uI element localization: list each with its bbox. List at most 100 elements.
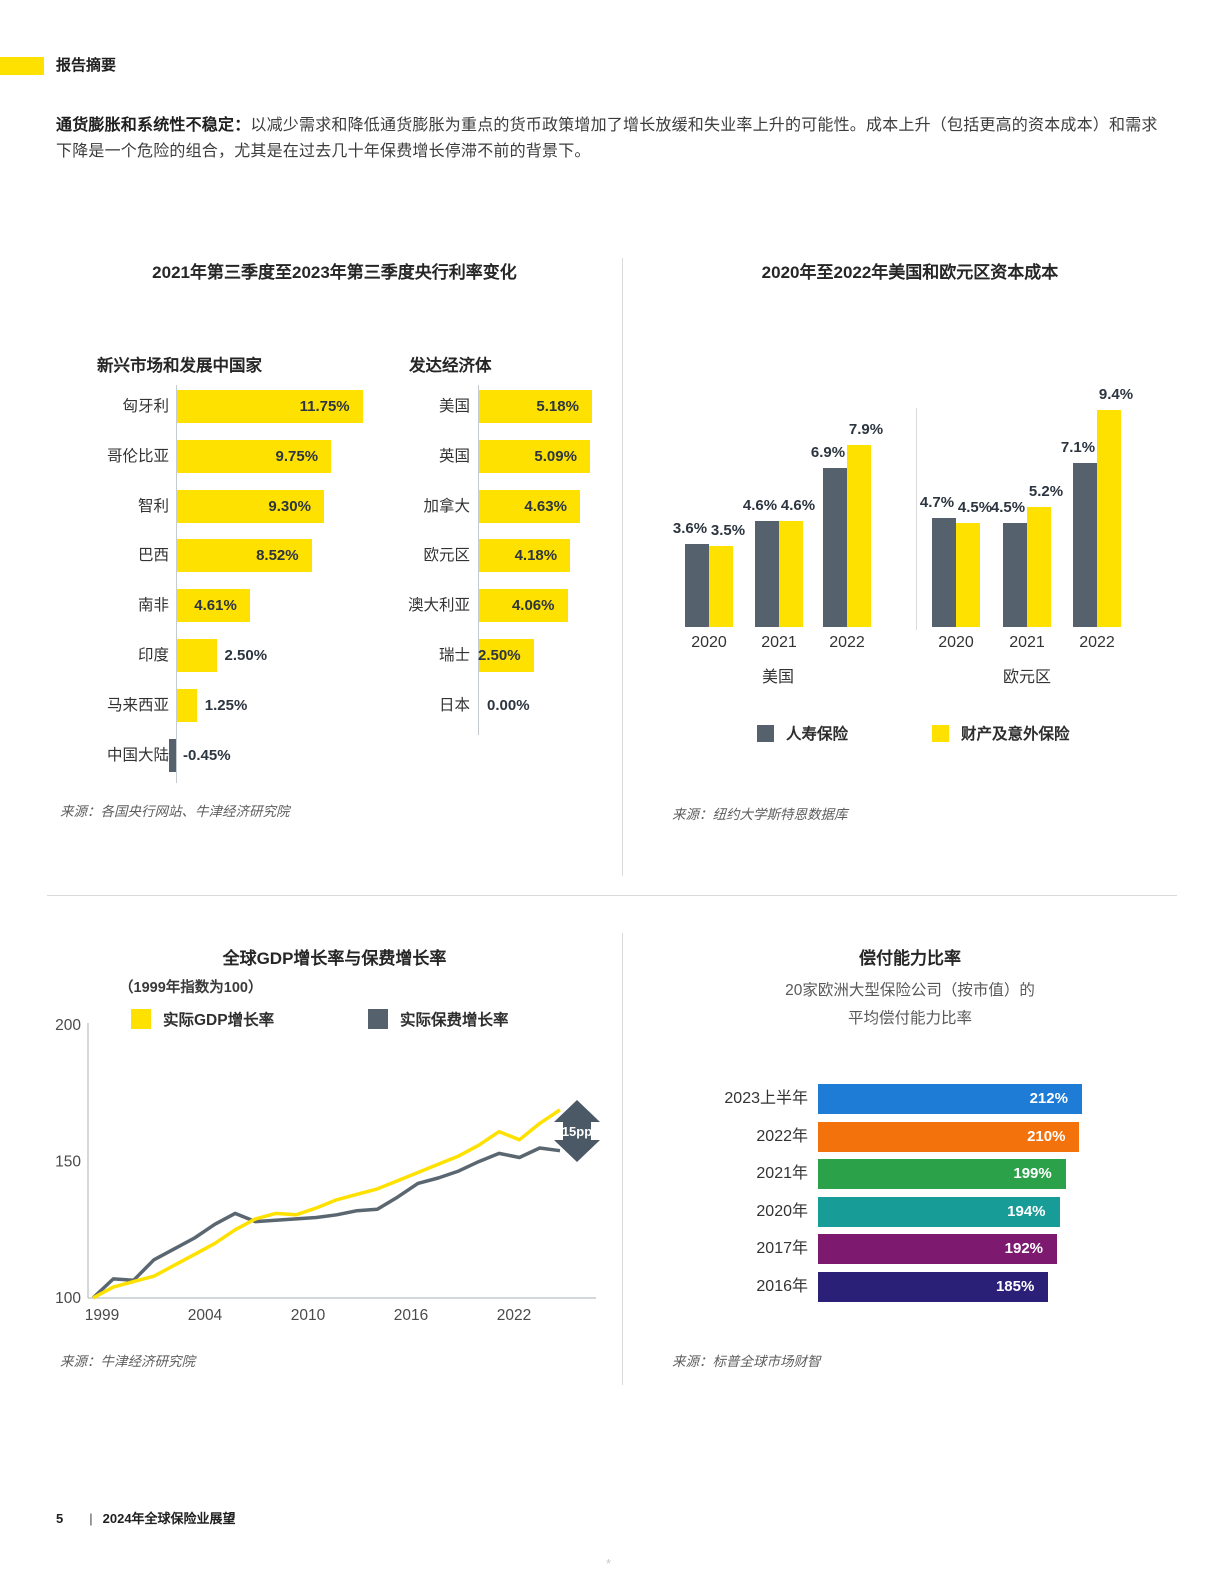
- rate-bar-value: 5.09%: [534, 447, 577, 465]
- solvency-bar: [818, 1121, 1080, 1152]
- chart-subtitle: （1999年指数为100）: [119, 980, 263, 996]
- intro-lead: 通货膨胀和系统性不稳定：: [56, 117, 251, 134]
- rate-bar: [479, 539, 571, 573]
- y-tick-label: 100: [55, 1290, 81, 1307]
- rate-bar-value: 4.06%: [511, 597, 555, 615]
- category-label: 印度: [137, 647, 169, 664]
- divider-vertical-top: [622, 258, 623, 876]
- chart-solvency-ratio: 偿付能力比率 20家欧洲大型保险公司（按市值）的 平均偿付能力比率 2023上半…: [640, 930, 1180, 1385]
- rate-bar-value: 1.25%: [204, 696, 248, 714]
- solvency-bar: [818, 1271, 1049, 1302]
- group-separator-line: [916, 408, 917, 630]
- coc-bar-pc: [847, 444, 871, 627]
- legend-swatch-pc: [932, 724, 949, 742]
- x-tick-label: 2022: [829, 634, 865, 651]
- solvency-category-label: 2023上半年: [724, 1090, 808, 1107]
- solvency-bar-value: 192%: [1004, 1240, 1044, 1257]
- coc-bar-value: 9.4%: [1098, 385, 1134, 403]
- coc-bar-value: 4.5%: [990, 499, 1026, 517]
- intro-text: 以减少需求和降低通货膨胀为重点的货币政策增加了增长放缓和失业率上升的可能性。成本…: [56, 117, 1158, 160]
- solvency-bar: [818, 1084, 1082, 1114]
- rate-bar: [479, 439, 590, 473]
- group-label: 欧元区: [1002, 669, 1051, 686]
- coc-bar-value: 5.2%: [1028, 482, 1064, 500]
- coc-bar-pc: [1097, 409, 1121, 627]
- coc-bar-value: 3.6%: [672, 519, 708, 537]
- category-label: 匈牙利: [122, 398, 169, 415]
- rate-bar: [479, 489, 580, 523]
- category-label: 澳大利亚: [407, 597, 470, 615]
- x-tick-label: 2021: [1009, 634, 1045, 651]
- rate-bar: [177, 439, 332, 473]
- category-label: 欧元区: [423, 547, 470, 565]
- chart-title: 2020年至2022年美国和欧元区资本成本: [761, 263, 1059, 282]
- coc-bar-pc: [956, 523, 980, 627]
- divider-horizontal: [47, 895, 1177, 896]
- rate-bar: [177, 489, 324, 523]
- footer-title: 2024年全球保险业展望: [102, 1511, 236, 1526]
- solvency-bar-value: 185%: [995, 1277, 1035, 1295]
- legend-item-pc: 财产及意外保险: [932, 722, 1070, 744]
- x-tick-label: 2020: [938, 634, 974, 651]
- coc-bar-life: [932, 518, 956, 627]
- chart-source: 来源：各国央行网站、牛津经济研究院: [60, 804, 290, 819]
- rate-bar-value: 5.18%: [536, 398, 579, 415]
- x-tick-label: 2004: [188, 1307, 223, 1324]
- solvency-bar-value: 210%: [1027, 1127, 1066, 1145]
- solvency-bar-value: 212%: [1029, 1090, 1068, 1107]
- coc-bar-life: [755, 520, 779, 627]
- group-label: 美国: [761, 669, 794, 686]
- page-kicker: 报告摘要: [56, 57, 117, 74]
- chart-gdp-vs-premium: 全球GDP增长率与保费增长率 （1999年指数为100） 实际GDP增长率 实际…: [47, 930, 622, 1385]
- category-label: 日本: [438, 696, 470, 714]
- rate-bar: [479, 589, 568, 623]
- x-tick-label: 2016: [394, 1307, 428, 1324]
- divider-vertical-bottom: [622, 933, 623, 1385]
- legend-label-premium: 实际保费增长率: [400, 1012, 509, 1029]
- coc-bar-life: [823, 467, 847, 627]
- coc-bar-pc: [779, 520, 803, 627]
- rate-bar-value: 4.18%: [514, 547, 558, 565]
- solvency-bar: [818, 1159, 1066, 1189]
- solvency-category-label: 2020年: [756, 1202, 808, 1220]
- rate-bar: [168, 738, 176, 772]
- legend-label-pc: 财产及意外保险: [961, 726, 1070, 743]
- column-heading-emerging: 新兴市场和发展中国家: [97, 357, 262, 375]
- category-label: 英国: [438, 447, 470, 465]
- footer-separator: |: [89, 1511, 93, 1526]
- rate-bar-value: 0.00%: [487, 696, 530, 714]
- solvency-category-label: 2022年: [756, 1127, 808, 1145]
- category-label: 中国大陆: [106, 746, 169, 764]
- chart-source: 来源：标普全球市场财智: [672, 1354, 821, 1369]
- coc-bar-value: 6.9%: [810, 443, 846, 461]
- gdp-line: [92, 1108, 561, 1300]
- gdp-premium-line-chart: 100 150 200 1999 2004 2010 2016 2022 15pp: [55, 1017, 600, 1324]
- rate-bar-value: 9.30%: [268, 497, 311, 515]
- premium-line: [91, 1146, 561, 1300]
- category-label: 加拿大: [423, 497, 470, 515]
- chart-title: 偿付能力比率: [859, 949, 961, 968]
- legend-swatch-gdp: [131, 1009, 151, 1029]
- category-label: 马来西亚: [106, 696, 169, 714]
- legend-item-gdp: 实际GDP增长率: [131, 1008, 274, 1030]
- solvency-bar: [818, 1196, 1060, 1227]
- rate-bar: [479, 390, 592, 423]
- rate-bar-value: 9.75%: [275, 447, 319, 465]
- coc-bar-pc: [1027, 506, 1051, 627]
- x-tick-label: 2021: [761, 634, 797, 651]
- rate-bar: [177, 539, 312, 573]
- rate-bar: [177, 390, 363, 423]
- x-tick-label: 2022: [497, 1307, 531, 1324]
- coc-bar-pc: [709, 546, 733, 627]
- chart-source: 来源：纽约大学斯特恩数据库: [672, 807, 848, 822]
- coc-bar-life: [1003, 523, 1027, 627]
- column-heading-developed: 发达经济体: [409, 357, 492, 375]
- rate-bar: [479, 639, 534, 672]
- legend-swatch-life: [757, 724, 774, 742]
- rate-bar-value: 2.50%: [224, 647, 268, 664]
- coc-bar-life: [1073, 462, 1097, 627]
- legend-item-premium: 实际保费增长率: [368, 1008, 509, 1030]
- rate-bar-value: 8.52%: [256, 547, 299, 565]
- category-label: 南非: [137, 597, 169, 615]
